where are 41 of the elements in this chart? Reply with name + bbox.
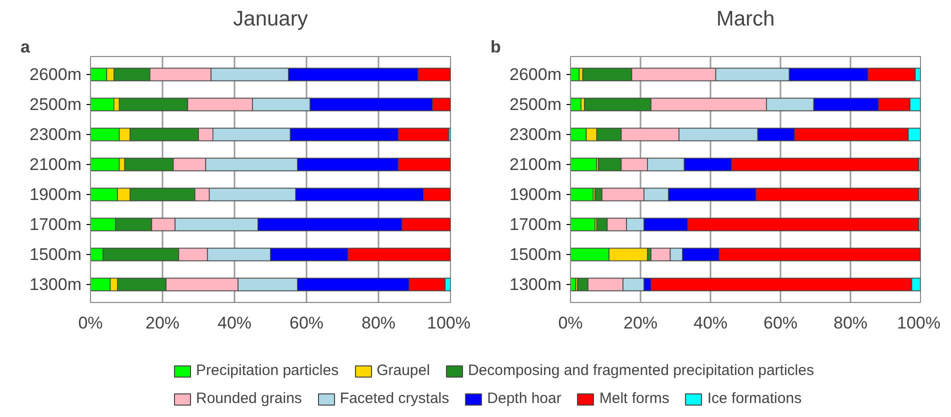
y-tick-label: 2300m <box>510 125 562 144</box>
x-tick-label: 60% <box>289 314 324 332</box>
legend-label: Graupel <box>376 362 430 379</box>
y-tick-label: 1500m <box>510 245 562 264</box>
legend-label: Decomposing and fragmented precipitation particles <box>468 362 814 379</box>
y-tick-label: 1500m <box>30 245 82 264</box>
x-tick-label: 40% <box>693 314 728 332</box>
y-tick-label: 2100m <box>510 155 562 174</box>
bar <box>570 218 596 232</box>
legend-label: Ice formations <box>707 390 802 407</box>
y-tick-label: 1700m <box>510 215 562 234</box>
y-tick-label: 2100m <box>30 155 82 174</box>
chart-title: March <box>716 8 775 30</box>
x-tick-label: 100% <box>427 314 471 332</box>
y-tick-label: 1300m <box>510 275 562 294</box>
x-tick-label: 0% <box>558 314 583 332</box>
y-tick-label: 2600m <box>30 65 82 84</box>
y-tick-label: 2500m <box>510 95 562 114</box>
legend-label: Precipitation particles <box>196 362 339 379</box>
x-tick-label: 80% <box>361 314 396 332</box>
y-tick-label: 2300m <box>30 125 82 144</box>
legend-label: Melt forms <box>599 390 670 407</box>
legend-label: Faceted crystals <box>340 390 450 407</box>
legend-label: Depth hoar <box>487 390 562 407</box>
x-tick-label: 20% <box>145 314 180 332</box>
x-tick-label: 40% <box>217 314 252 332</box>
y-tick-label: 1700m <box>30 215 82 234</box>
y-tick-label: 1900m <box>510 185 562 204</box>
y-tick-label: 1900m <box>30 185 82 204</box>
x-tick-label: 60% <box>763 314 798 332</box>
text: b <box>490 38 501 56</box>
y-tick-label: 1300m <box>30 275 82 294</box>
x-tick-label: 20% <box>623 314 658 332</box>
x-tick-label: 0% <box>78 314 103 332</box>
x-tick-label: 100% <box>897 314 941 332</box>
legend-label: Rounded grains <box>196 390 302 407</box>
text: a <box>20 38 30 56</box>
y-tick-label: 2600m <box>510 65 562 84</box>
x-tick-label: 80% <box>833 314 868 332</box>
chart-title: January <box>233 8 308 30</box>
y-tick-label: 2500m <box>30 95 82 114</box>
